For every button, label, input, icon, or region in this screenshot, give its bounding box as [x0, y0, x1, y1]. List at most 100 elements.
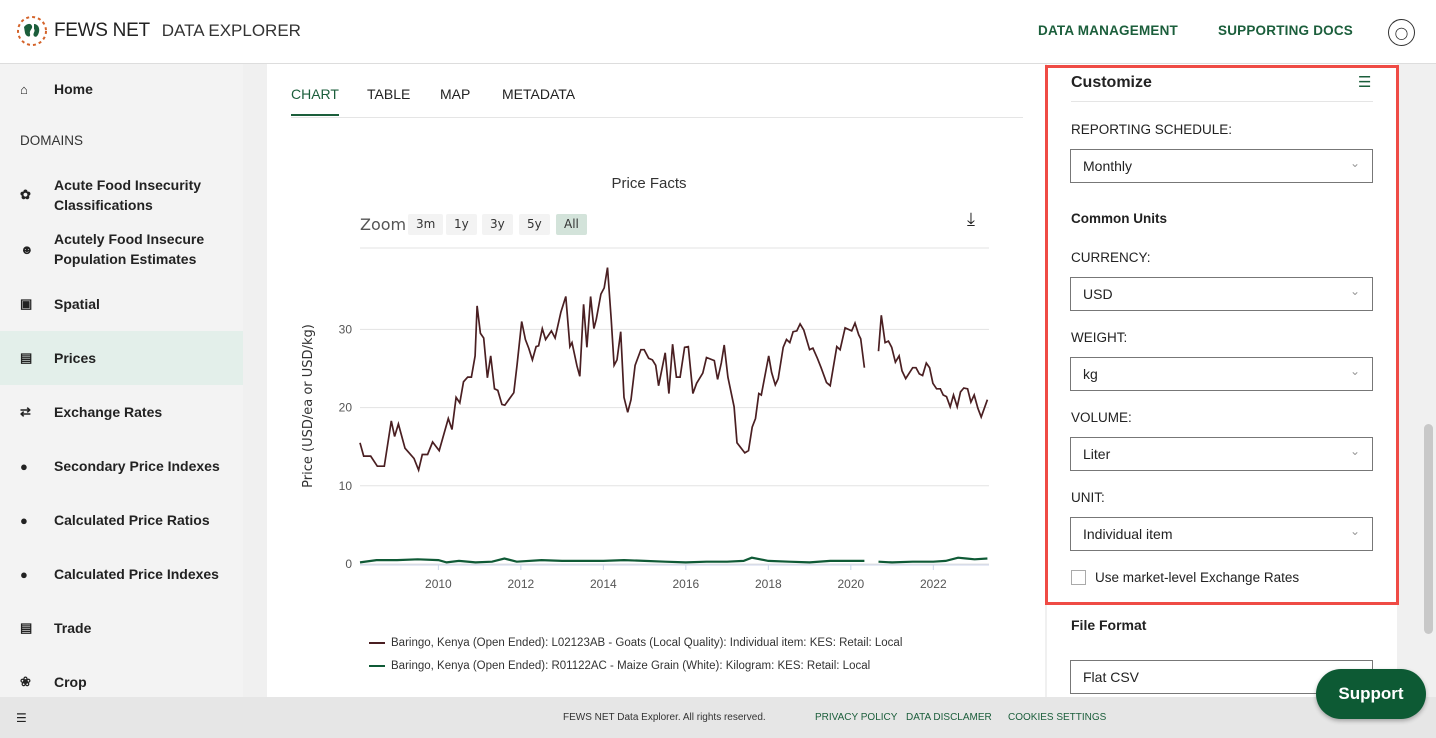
x-tick-label: 2014 — [590, 577, 617, 591]
exchange-rates-option[interactable]: Use market-level Exchange Rates — [1071, 570, 1299, 585]
sidebar-item-calculated-price-ratios[interactable]: ● Calculated Price Ratios — [0, 493, 243, 547]
legend-label: Baringo, Kenya (Open Ended): R01122AC - … — [391, 660, 871, 672]
customize-title: Customize — [1071, 74, 1152, 91]
cpr-icon: ● — [20, 512, 28, 528]
x-tick-label: 2020 — [837, 577, 864, 591]
indent-list-icon[interactable]: ☰ — [1358, 73, 1372, 91]
customize-highlight-box — [1045, 65, 1399, 605]
tab-table[interactable]: TABLE — [367, 86, 411, 102]
zoom-5y-button[interactable]: 5y — [519, 214, 550, 235]
unit-select[interactable]: Individual item ⌄ — [1070, 517, 1373, 551]
footer: ☰ FEWS NET Data Explorer. All rights res… — [0, 697, 1436, 738]
legend-item-goats[interactable]: Baringo, Kenya (Open Ended): L02123AB - … — [369, 637, 902, 649]
support-button[interactable]: Support — [1316, 669, 1426, 719]
currency-label: CURRENCY: — [1071, 250, 1151, 265]
scrollbar[interactable] — [1424, 424, 1433, 634]
sidebar-item-home[interactable]: ⌂ Home — [0, 74, 243, 104]
x-tick-label: 2016 — [672, 577, 699, 591]
sidebar-item-crop[interactable]: ❀ Crop — [0, 655, 243, 709]
y-tick-label: 30 — [339, 322, 353, 336]
legend-label: Baringo, Kenya (Open Ended): L02123AB - … — [391, 637, 903, 649]
user-account-button[interactable]: ◯ — [1388, 19, 1415, 46]
x-tick-label: 2022 — [920, 577, 947, 591]
chevron-down-icon: ⌄ — [1349, 364, 1360, 378]
nav-data-management[interactable]: DATA MANAGEMENT — [1038, 23, 1178, 38]
sprout-icon: ❀ — [20, 674, 31, 689]
header: FEWS NET DATA EXPLORER DATA MANAGEMENT S… — [0, 0, 1436, 64]
select-value: Monthly — [1083, 158, 1133, 174]
series-line-0 — [359, 267, 989, 473]
sidebar-item-exchange-rates[interactable]: ⇄ Exchange Rates — [0, 385, 243, 439]
sidebar-item-label: Trade — [54, 620, 92, 636]
zoom-label: Zoom — [360, 215, 407, 234]
collapse-menu-icon[interactable]: ☰ — [16, 711, 27, 725]
options-panel: Customize ☰ REPORTING SCHEDULE: Monthly ⌄… — [1047, 64, 1397, 697]
tab-chart[interactable]: CHART — [291, 86, 339, 116]
tab-map[interactable]: MAP — [440, 86, 471, 102]
volume-select[interactable]: Liter ⌄ — [1070, 437, 1373, 471]
series-line-1 — [359, 556, 988, 564]
map-icon: ▣ — [20, 296, 33, 311]
price-chart: Price Facts Price (USD/ea or USD/kg) 0 10… — [301, 175, 989, 591]
sidebar-item-label: Prices — [54, 350, 97, 366]
sidebar-item-prices[interactable]: ▤ Prices — [0, 331, 243, 385]
tab-divider — [291, 117, 1023, 118]
x-tick-label: 2012 — [508, 577, 535, 591]
wheat-icon: ✿ — [20, 187, 31, 202]
sidebar-item-label: Calculated Price Ratios — [54, 512, 210, 528]
nav-supporting-docs[interactable]: SUPPORTING DOCS — [1218, 23, 1354, 38]
zoom-1y-button[interactable]: 1y — [446, 214, 477, 235]
sidebar-section-domains: DOMAINS — [20, 133, 84, 148]
tab-metadata[interactable]: METADATA — [502, 86, 576, 102]
sidebar-item-calculated-price-indexes[interactable]: ● Calculated Price Indexes — [0, 547, 243, 601]
divider — [1071, 101, 1373, 102]
zoom-3m-button[interactable]: 3m — [408, 214, 444, 235]
select-value: kg — [1083, 366, 1098, 382]
cookies-settings-link[interactable]: COOKIES SETTINGS — [1008, 712, 1107, 723]
currency-select[interactable]: USD ⌄ — [1070, 277, 1373, 311]
chart-title: Price Facts — [611, 175, 686, 192]
download-icon[interactable]: ⤓ — [967, 209, 975, 230]
zoom-3y-button[interactable]: 3y — [482, 214, 513, 235]
select-value: Liter — [1083, 446, 1111, 462]
main-panel: CHART TABLE MAP METADATA Zoom 3m 1y 3y 5… — [267, 64, 1045, 697]
sidebar-item-label: Secondary Price Indexes — [54, 458, 220, 474]
sidebar: ⌂ Home DOMAINS ✿ Acute Food Insecurity Cla… — [0, 64, 243, 697]
sidebar-item-label: Acute Food Insecurity Classifications — [54, 177, 202, 213]
exchange-icon: ⇄ — [20, 404, 31, 419]
sidebar-item-label: Exchange Rates — [54, 404, 163, 420]
user-circle-icon: ◯ — [1394, 25, 1409, 40]
sidebar-item-population-estimates[interactable]: ☻ Acutely Food Insecure Population Estima… — [0, 226, 243, 272]
privacy-policy-link[interactable]: PRIVACY POLICY — [815, 712, 898, 723]
legend-swatch — [369, 642, 385, 644]
brand-name: FEWS NET — [54, 20, 150, 41]
copyright: FEWS NET Data Explorer. All rights reser… — [563, 712, 766, 723]
sidebar-item-label: Home — [54, 81, 93, 97]
sidebar-item-afi-classifications[interactable]: ✿ Acute Food Insecurity Classifications — [0, 172, 243, 218]
legend-swatch — [369, 665, 385, 667]
data-disclaimer-link[interactable]: DATA DISCLAMER — [906, 712, 992, 723]
product-name: DATA EXPLORER — [161, 21, 301, 40]
reporting-schedule-select[interactable]: Monthly ⌄ — [1070, 149, 1373, 183]
unit-label: UNIT: — [1071, 490, 1105, 505]
trade-icon: ▤ — [20, 620, 33, 635]
x-tick-label: 2010 — [425, 577, 452, 591]
home-icon: ⌂ — [20, 81, 28, 97]
money-icon: ▤ — [20, 350, 33, 365]
select-value: Individual item — [1083, 526, 1173, 542]
zoom-all-button[interactable]: All — [556, 214, 587, 235]
globe-logo-icon — [17, 16, 47, 46]
chevron-down-icon: ⌄ — [1349, 156, 1360, 170]
weight-select[interactable]: kg ⌄ — [1070, 357, 1373, 391]
legend-item-maize[interactable]: Baringo, Kenya (Open Ended): R01122AC - … — [369, 660, 870, 672]
sidebar-item-secondary-price-indexes[interactable]: ● Secondary Price Indexes — [0, 439, 243, 493]
y-tick-label: 0 — [345, 557, 352, 571]
x-tick-label: 2018 — [755, 577, 782, 591]
sidebar-item-trade[interactable]: ▤ Trade — [0, 601, 243, 655]
sidebar-item-label: Crop — [54, 674, 87, 690]
select-value: USD — [1083, 286, 1113, 302]
file-format-heading: File Format — [1071, 617, 1147, 633]
sidebar-item-spatial[interactable]: ▣ Spatial — [0, 277, 243, 331]
logo[interactable]: FEWS NET DATA EXPLORER — [16, 15, 301, 47]
exchange-rates-checkbox[interactable] — [1071, 570, 1086, 585]
